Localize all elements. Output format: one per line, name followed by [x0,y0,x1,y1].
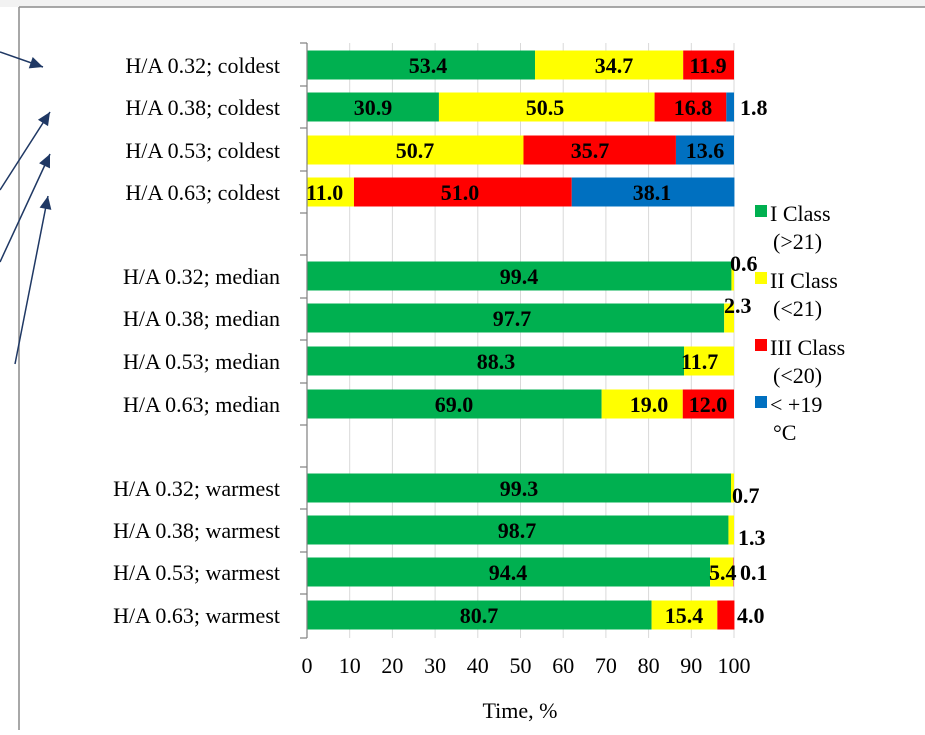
data-label: 11.0 [306,180,343,205]
x-tick-label: 0 [302,653,313,678]
data-label: 0.7 [732,483,760,508]
legend-label: (<21) [773,296,822,321]
data-label: 94.4 [489,560,528,585]
category-label: H/A 0.38; warmest [113,518,280,543]
legend-label: < +19 [770,392,822,417]
grid-layer [350,43,734,638]
arrow-head [40,196,52,210]
data-label: 98.7 [498,518,537,543]
category-label: H/A 0.53; median [123,349,280,374]
legend-swatch [755,339,767,351]
data-label: 13.6 [686,138,725,163]
x-axis-title: Time, % [483,698,558,723]
legend-swatch [755,205,767,217]
data-label: 34.7 [595,53,634,78]
category-label: H/A 0.32; warmest [113,476,280,501]
data-label: 12.0 [689,392,728,417]
data-label: 4.0 [737,603,765,628]
x-tick-label: 70 [595,653,617,678]
x-tick-label: 10 [339,653,361,678]
category-label: H/A 0.53; coldest [125,138,280,163]
legend-label: °C [773,420,796,445]
arrow-line [0,112,50,190]
x-tick-label: 30 [424,653,446,678]
bar-segment [717,601,734,630]
data-label: 5.4 [709,560,737,585]
data-label: 19.0 [630,392,669,417]
data-label: 97.7 [493,306,532,331]
bar-segment [728,516,734,545]
legend-label: II Class [770,268,838,293]
data-label: 50.7 [396,138,435,163]
bar-segment [726,93,734,122]
category-labels-layer: H/A 0.32; coldest H/A 0.38; coldest H/A 0.… [113,53,280,628]
data-label: 53.4 [409,53,448,78]
category-label: H/A 0.38; coldest [125,95,280,120]
legend-swatch [755,396,767,408]
data-label: 1.8 [740,95,768,120]
x-tick-label: 90 [680,653,702,678]
data-label: 30.9 [354,95,393,120]
x-tick-label: 50 [510,653,532,678]
legend: I Class (>21) II Class (<21) III Class (<20) <… [755,201,845,445]
data-label: 51.0 [441,180,480,205]
arrow-head [38,112,50,126]
x-tick-label: 60 [552,653,574,678]
data-label: 11.7 [681,349,718,374]
data-label: 0.6 [730,251,758,276]
data-label: 15.4 [665,603,704,628]
x-tick-label: 40 [467,653,489,678]
data-label: 11.9 [689,53,726,78]
data-label: 35.7 [571,138,610,163]
chart-border-top [0,0,925,7]
category-label: H/A 0.53; warmest [113,560,280,585]
category-label: H/A 0.32; median [123,264,280,289]
legend-label: III Class [770,335,845,360]
data-label: 99.4 [500,264,539,289]
arrow-line [15,196,48,364]
data-label: 88.3 [477,349,516,374]
category-label: H/A 0.63; warmest [113,603,280,628]
legend-swatch [755,272,767,284]
category-label: H/A 0.32; coldest [125,53,280,78]
x-tick-label: 80 [638,653,660,678]
data-label: 50.5 [526,95,565,120]
data-label: 0.1 [740,560,768,585]
data-label: 99.3 [500,476,539,501]
legend-label: (<20) [773,363,822,388]
category-label: H/A 0.63; coldest [125,180,280,205]
x-tick-label: 100 [718,653,751,678]
arrow-head [29,57,43,68]
data-label: 69.0 [435,392,474,417]
data-label: 2.3 [724,293,752,318]
data-label: 1.3 [738,525,766,550]
x-tick-label: 20 [381,653,403,678]
data-label: 16.8 [674,95,713,120]
annotation-arrows [0,52,51,364]
data-label: 80.7 [460,603,499,628]
category-label: H/A 0.38; median [123,306,280,331]
legend-label: (>21) [773,229,822,254]
category-label: H/A 0.63; median [123,392,280,417]
data-label: 38.1 [633,180,672,205]
legend-label: I Class [770,201,831,226]
